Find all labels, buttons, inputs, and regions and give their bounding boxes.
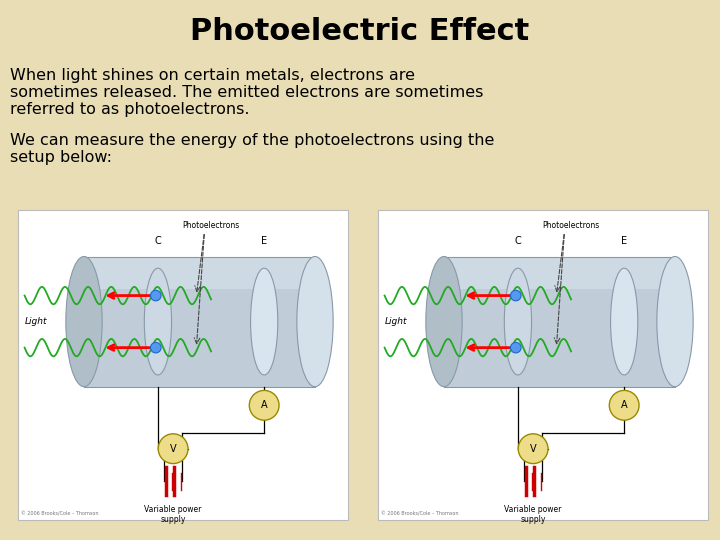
- Text: We can measure the energy of the photoelectrons using the: We can measure the energy of the photoel…: [10, 133, 495, 148]
- Text: C: C: [155, 236, 161, 246]
- Text: E: E: [621, 236, 627, 246]
- Ellipse shape: [144, 268, 171, 375]
- Ellipse shape: [657, 256, 693, 387]
- Text: When light shines on certain metals, electrons are: When light shines on certain metals, ele…: [10, 68, 415, 83]
- Bar: [84, 256, 315, 289]
- Text: Photoelectrons: Photoelectrons: [182, 221, 240, 230]
- Text: V: V: [530, 444, 536, 454]
- Text: Light: Light: [384, 317, 407, 326]
- Ellipse shape: [297, 256, 333, 387]
- Circle shape: [510, 342, 521, 353]
- Text: Variable power
supply: Variable power supply: [505, 504, 562, 524]
- Circle shape: [150, 291, 161, 301]
- Text: A: A: [261, 400, 268, 410]
- Bar: [444, 256, 675, 289]
- Ellipse shape: [66, 256, 102, 387]
- Circle shape: [609, 390, 639, 420]
- Circle shape: [158, 434, 188, 463]
- Bar: [444, 256, 675, 387]
- Text: setup below:: setup below:: [10, 150, 112, 165]
- Circle shape: [150, 342, 161, 353]
- Bar: [84, 256, 315, 387]
- Text: Photoelectric Effect: Photoelectric Effect: [190, 17, 530, 46]
- Circle shape: [249, 390, 279, 420]
- Ellipse shape: [504, 268, 531, 375]
- Text: Photoelectrons: Photoelectrons: [542, 221, 600, 230]
- Ellipse shape: [611, 268, 638, 375]
- Text: C: C: [515, 236, 521, 246]
- Text: Light: Light: [24, 317, 47, 326]
- Ellipse shape: [251, 268, 278, 375]
- Text: sometimes released. The emitted electrons are sometimes: sometimes released. The emitted electron…: [10, 85, 483, 100]
- Text: V: V: [170, 444, 176, 454]
- Circle shape: [510, 291, 521, 301]
- Text: © 2006 Brooks/Cole – Thomson: © 2006 Brooks/Cole – Thomson: [21, 512, 99, 517]
- Text: referred to as photoelectrons.: referred to as photoelectrons.: [10, 102, 250, 117]
- Ellipse shape: [426, 256, 462, 387]
- Text: Variable power
supply: Variable power supply: [145, 504, 202, 524]
- FancyBboxPatch shape: [18, 210, 348, 520]
- Text: A: A: [621, 400, 628, 410]
- Text: © 2006 Brooks/Cole – Thomson: © 2006 Brooks/Cole – Thomson: [381, 512, 459, 517]
- Circle shape: [518, 434, 548, 463]
- FancyBboxPatch shape: [378, 210, 708, 520]
- Text: E: E: [261, 236, 267, 246]
